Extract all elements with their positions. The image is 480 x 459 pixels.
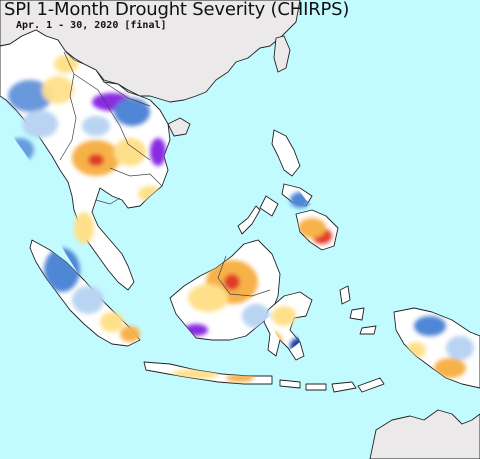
hainan-island	[167, 117, 191, 137]
lesser-sunda-islands	[279, 377, 385, 393]
country-borders	[59, 51, 271, 297]
map-title: SPI 1-Month Drought Severity (CHIRPS)	[4, 0, 350, 20]
palawan-island	[237, 205, 261, 235]
luzon-island	[271, 129, 301, 177]
maluku-islands	[339, 285, 377, 335]
australia-landmass	[369, 409, 480, 459]
map-subtitle: Apr. 1 - 30, 2020 [final]	[16, 20, 167, 31]
taiwan-island	[273, 35, 291, 73]
